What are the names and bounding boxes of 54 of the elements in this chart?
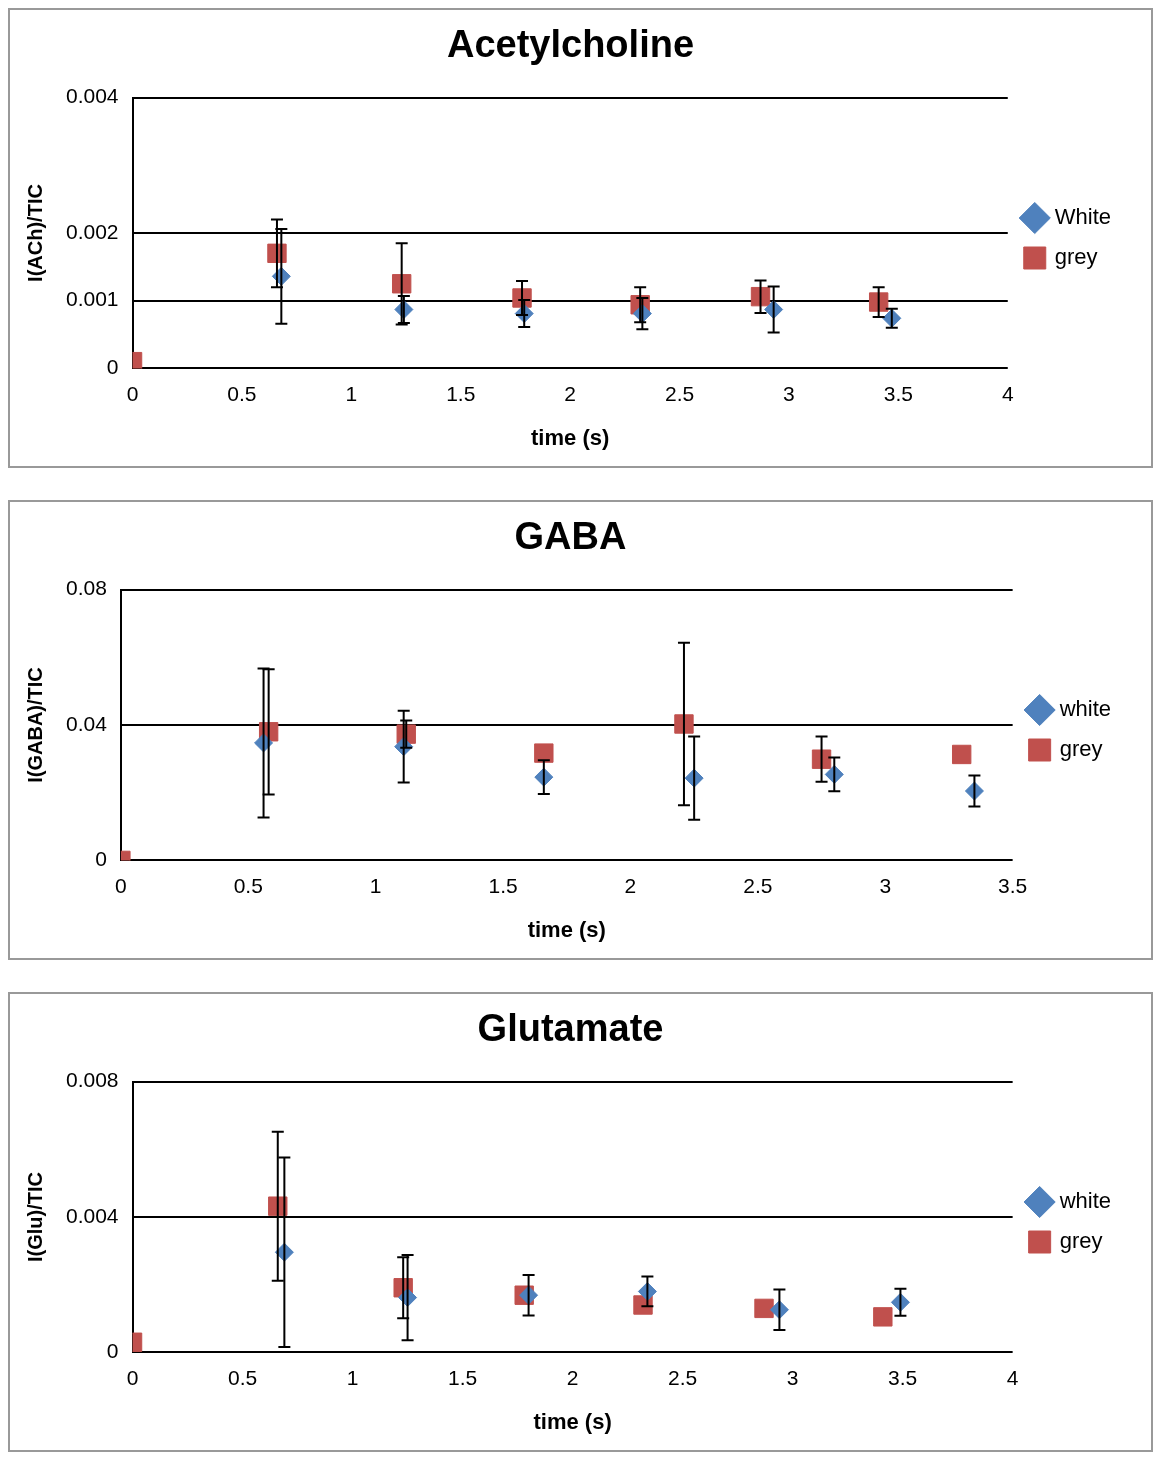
y-tick-label: 0: [106, 355, 119, 379]
y-axis-title: I(Glu)/TIC: [23, 1172, 46, 1262]
x-tick-label: 1.5: [447, 1365, 478, 1389]
y-tick-label: 0.002: [65, 219, 119, 243]
x-tick-label: 3.5: [888, 1365, 918, 1389]
y-tick-label: 0.004: [65, 1203, 119, 1227]
y-tick-label: 0.008: [65, 1068, 119, 1092]
x-tick-label: 1: [369, 873, 382, 897]
x-tick-label: 0: [126, 381, 139, 405]
x-tick-label: 1.5: [446, 381, 476, 405]
y-tick-label: 0.04: [66, 711, 108, 735]
x-tick-label: 1: [346, 1365, 359, 1389]
x-tick-label: 4: [1001, 381, 1014, 405]
x-tick-label: 3.5: [883, 381, 913, 405]
x-axis-title: time (s): [533, 1408, 612, 1434]
point: [754, 1298, 774, 1319]
point: [873, 1307, 893, 1327]
y-tick-label: 0.08: [66, 576, 107, 600]
y-tick-label: 0: [106, 1339, 119, 1363]
legend-label: white: [1058, 696, 1111, 722]
x-tick-label: 0.5: [233, 873, 263, 897]
x-tick-label: 3.5: [998, 873, 1028, 897]
chart-title: Glutamate: [477, 1007, 664, 1050]
y-axis-title: I(ACh)/TIC: [23, 184, 46, 282]
y-tick-label: 0.004: [65, 84, 119, 108]
x-tick-label: 4: [1006, 1365, 1019, 1389]
legend-label: white: [1058, 1188, 1111, 1214]
x-tick-label: 2: [624, 873, 637, 897]
x-axis-title: time (s): [527, 916, 606, 942]
x-tick-label: 0: [126, 1365, 139, 1389]
x-tick-label: 3: [879, 873, 892, 897]
x-tick-label: 3: [786, 1365, 799, 1389]
legend-label: grey: [1059, 1228, 1103, 1254]
x-tick-label: 1: [345, 381, 358, 405]
y-tick-label: 0.001: [65, 287, 119, 311]
y-axis-title: I(GABA)/TIC: [23, 667, 46, 783]
x-tick-label: 0.5: [227, 1365, 258, 1389]
x-tick-label: 2.5: [664, 381, 695, 405]
x-tick-label: 2.5: [668, 1365, 698, 1389]
y-tick-label: 0: [95, 847, 107, 871]
x-tick-label: 3: [783, 381, 795, 405]
x-tick-label: 2: [564, 381, 576, 405]
x-axis-title: time (s): [531, 424, 610, 450]
point: [951, 744, 972, 765]
x-tick-label: 2.5: [743, 873, 773, 897]
point: [534, 743, 554, 763]
chart-title: Acetylcholine: [446, 23, 695, 66]
legend-label: grey: [1059, 736, 1103, 762]
x-tick-label: 1.5: [488, 873, 518, 897]
x-tick-label: 0.5: [227, 381, 257, 405]
x-tick-label: 2: [566, 1365, 579, 1389]
legend-label: grey: [1054, 244, 1098, 270]
chart-title: GABA: [514, 515, 627, 558]
legend-label: White: [1054, 204, 1112, 230]
